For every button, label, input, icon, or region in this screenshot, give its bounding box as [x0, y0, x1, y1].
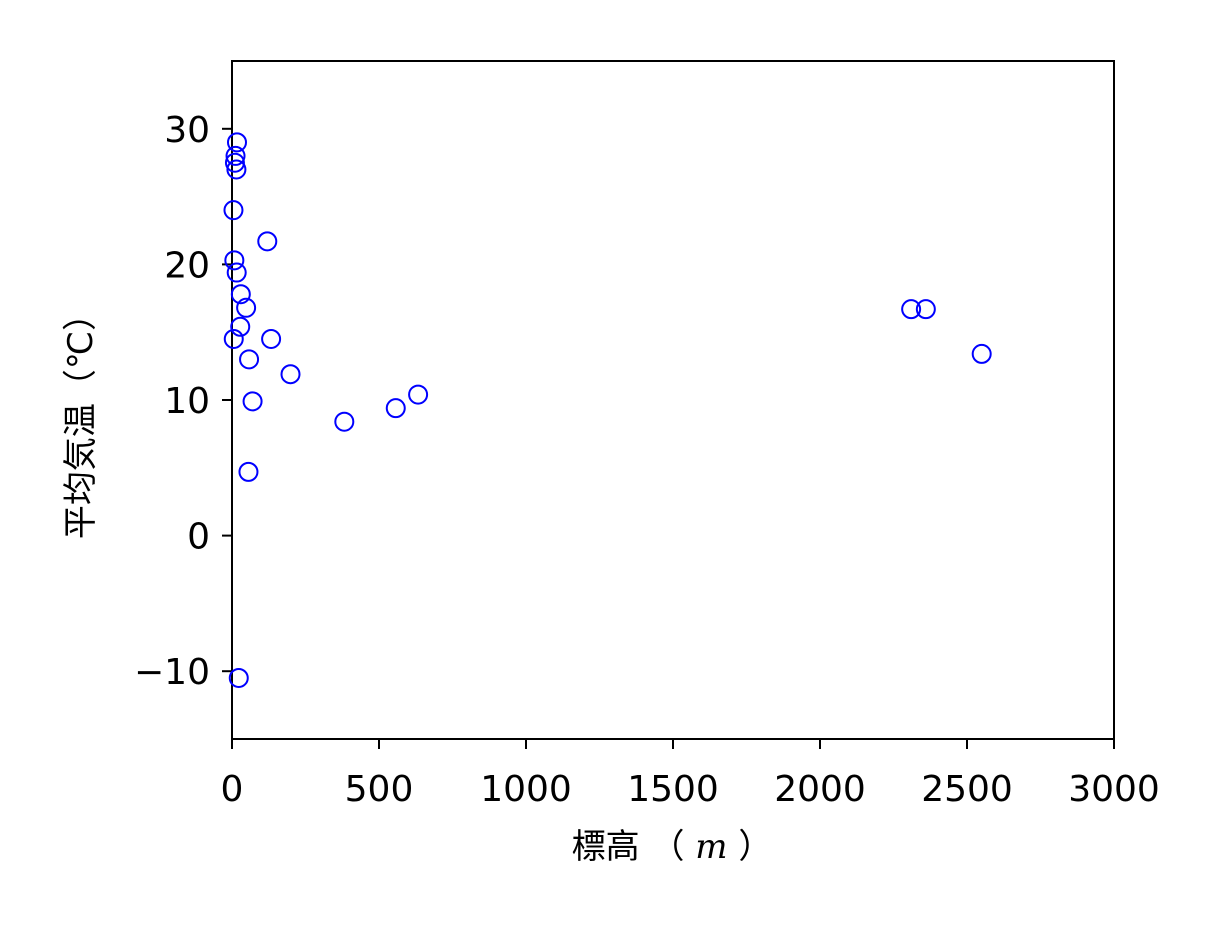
x-axis-label-text: 標高: [572, 827, 640, 867]
x-tick-label: 0: [221, 769, 244, 810]
y-tick-label: 20: [164, 245, 210, 286]
data-point: [238, 461, 259, 482]
data-point: [223, 328, 244, 349]
data-point: [230, 284, 251, 305]
data-point: [261, 328, 282, 349]
plot-frame: [231, 60, 1115, 740]
y-axis-label: 平均気温（℃）: [61, 297, 101, 539]
x-tick-label: 2500: [921, 769, 1013, 810]
x-tick-label: 1000: [480, 769, 572, 810]
y-tick-label: 10: [164, 381, 210, 422]
data-point: [223, 200, 244, 221]
data-point: [915, 299, 936, 320]
y-tick-label: −10: [134, 652, 210, 693]
x-axis-label-unit: m: [695, 827, 727, 867]
y-tick-label: 0: [187, 517, 210, 558]
data-point: [225, 145, 246, 166]
data-point: [971, 343, 992, 364]
data-point: [230, 316, 251, 337]
data-point: [408, 384, 429, 405]
data-point: [236, 297, 257, 318]
x-axis-ticks: 0 500 1000 1500 2000 2500 3000: [221, 739, 1160, 810]
x-tick-label: 3000: [1068, 769, 1160, 810]
data-point: [242, 391, 263, 412]
x-tick-label: 2000: [774, 769, 866, 810]
x-axis-label: 標高 （ m ）: [572, 827, 773, 867]
x-tick-label: 500: [345, 769, 414, 810]
data-point: [224, 250, 245, 271]
data-point: [224, 152, 245, 173]
x-axis-label-close-paren: ）: [738, 827, 772, 867]
data-points: [223, 132, 992, 688]
data-point: [334, 411, 355, 432]
data-point: [257, 231, 278, 252]
data-point: [901, 299, 922, 320]
data-point: [228, 667, 249, 688]
data-point: [226, 132, 247, 153]
x-tick-label: 1500: [627, 769, 719, 810]
data-point: [385, 398, 406, 419]
data-point: [226, 159, 247, 180]
x-axis-label-open-paren: （: [650, 827, 684, 867]
data-point: [280, 364, 301, 385]
y-tick-label: 30: [164, 110, 210, 151]
data-point: [239, 349, 260, 370]
data-point: [226, 262, 247, 283]
y-axis-ticks: −10 0 10 20 30: [134, 110, 232, 693]
